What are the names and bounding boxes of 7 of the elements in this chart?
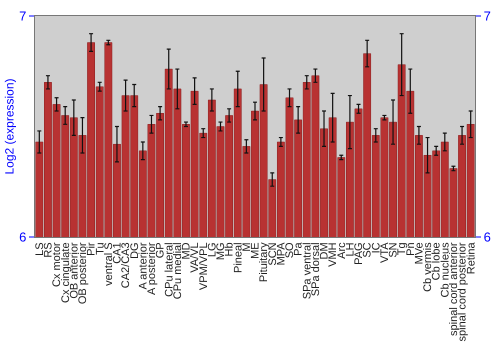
y2-tick-label: 7 [484,8,491,24]
x-tick-label: OB posterior [77,242,90,304]
x-tick-label: Tg [396,242,408,256]
x-tick-label: Retina [465,242,478,274]
x-tick-label: A posterior [146,242,158,295]
y-axis-title: Log2 (expression) [2,78,16,175]
y2-tick-label: 6 [484,230,491,245]
